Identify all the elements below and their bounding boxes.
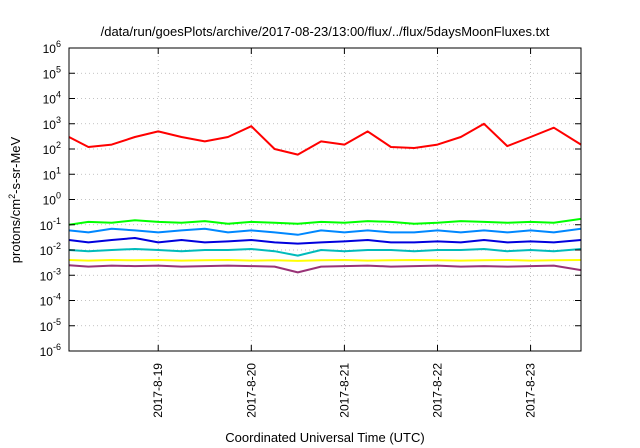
- y-tick-label: 10-4: [40, 292, 61, 309]
- x-tick-label: 2017-8-19: [151, 363, 165, 418]
- y-tick-base: 10: [43, 143, 57, 157]
- y-tick-label: 10-1: [40, 216, 61, 233]
- series-line-5: [68, 248, 582, 257]
- y-tick-label: 10-6: [40, 342, 61, 359]
- y-tick-exponent: 2: [56, 140, 61, 150]
- series-line-1: [68, 122, 582, 156]
- y-tick-base: 10: [43, 42, 57, 56]
- y-axis-label-rest: -s-sr-MeV: [8, 136, 23, 193]
- y-tick-exponent: -2: [53, 241, 61, 251]
- y-tick-exponent: 6: [56, 39, 61, 49]
- y-tick-base: 10: [40, 295, 54, 309]
- x-tick-label: 2017-8-21: [337, 363, 351, 418]
- y-tick-exponent: -1: [53, 216, 61, 226]
- y-tick-exponent: -6: [53, 342, 61, 352]
- data-series: [68, 122, 582, 274]
- series-line-3: [68, 227, 582, 236]
- x-tick-label: 2017-8-20: [244, 363, 258, 418]
- y-tick-label: 103: [43, 115, 61, 132]
- y-tick-label: 106: [43, 39, 61, 56]
- y-tick-base: 10: [40, 219, 54, 233]
- y-tick-base: 10: [43, 118, 57, 132]
- grid-lines: [69, 48, 581, 351]
- y-tick-base: 10: [43, 67, 57, 81]
- y-axis-label-exponent: 2: [7, 194, 17, 199]
- series-line-7: [68, 264, 582, 274]
- y-tick-exponent: 4: [56, 90, 61, 100]
- y-tick-base: 10: [40, 345, 54, 359]
- y-tick-exponent: -3: [53, 266, 61, 276]
- y-tick-label: 10-5: [40, 317, 61, 334]
- y-tick-label: 105: [43, 64, 61, 81]
- y-tick-label: 104: [43, 90, 61, 107]
- y-tick-exponent: 1: [56, 165, 61, 175]
- y-tick-label: 10-3: [40, 266, 61, 283]
- y-tick-exponent: -4: [53, 292, 61, 302]
- y-tick-exponent: -5: [53, 317, 61, 327]
- y-tick-label: 102: [43, 140, 61, 157]
- y-tick-exponent: 5: [56, 64, 61, 74]
- chart-title: /data/run/goesPlots/archive/2017-08-23/1…: [101, 24, 550, 39]
- y-tick-base: 10: [43, 93, 57, 107]
- y-tick-base: 10: [43, 194, 57, 208]
- series-line-4: [68, 237, 582, 245]
- x-tick-label: 2017-8-23: [524, 363, 538, 418]
- x-axis-ticks: 2017-8-19 2017-8-20 2017-8-21 2017-8-22 2017…: [151, 48, 538, 418]
- y-axis-ticks: 10-610-510-410-310-210-11001011021031041…: [40, 39, 581, 359]
- y-tick-label: 100: [43, 191, 61, 208]
- y-tick-base: 10: [43, 168, 57, 182]
- y-tick-base: 10: [40, 320, 54, 334]
- series-line-6: [68, 259, 582, 262]
- y-axis-label-main: protons/cm: [8, 199, 23, 263]
- x-tick-label: 2017-8-22: [430, 363, 444, 418]
- y-tick-base: 10: [40, 244, 54, 258]
- y-axis-label: protons/cm2-s-sr-MeV: [7, 136, 23, 263]
- y-tick-exponent: 0: [56, 191, 61, 201]
- y-tick-base: 10: [40, 269, 54, 283]
- x-axis-label: Coordinated Universal Time (UTC): [225, 430, 424, 445]
- series-line-2: [68, 217, 582, 226]
- y-tick-label: 10-2: [40, 241, 61, 258]
- y-tick-exponent: 3: [56, 115, 61, 125]
- y-tick-label: 101: [43, 165, 61, 182]
